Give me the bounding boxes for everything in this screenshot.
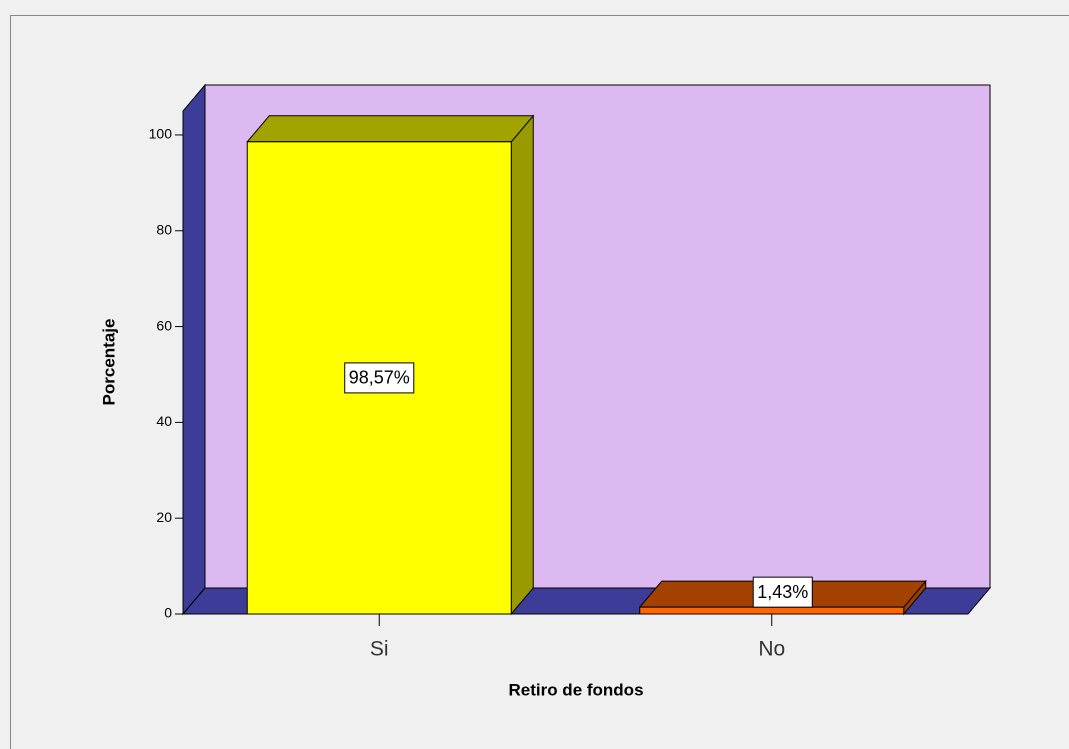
y-tick-label: 80 xyxy=(156,221,172,237)
value-label-box xyxy=(752,576,813,608)
plot-area: 0 20 40 60 80 100 Si 98,57% No 1,43% xyxy=(149,83,992,661)
x-axis-title: Retiro de fondos xyxy=(508,680,643,699)
bar-side xyxy=(510,114,534,616)
left-wall xyxy=(182,83,206,616)
x-tick-label: Si xyxy=(370,638,389,661)
y-tick-label: 0 xyxy=(164,605,172,621)
x-tick-label: No xyxy=(758,638,785,661)
value-label-box xyxy=(344,362,415,394)
y-axis-title: Porcentaje xyxy=(99,319,118,406)
value-label: 98,57% xyxy=(349,368,410,388)
y-tick-label: 20 xyxy=(156,509,172,525)
y-tick-label: 100 xyxy=(149,126,173,142)
y-tick-label: 60 xyxy=(156,317,172,333)
bar xyxy=(639,606,905,615)
y-tick-label: 40 xyxy=(156,413,172,429)
bar-top xyxy=(246,115,535,143)
value-label: 1,43% xyxy=(757,582,808,602)
